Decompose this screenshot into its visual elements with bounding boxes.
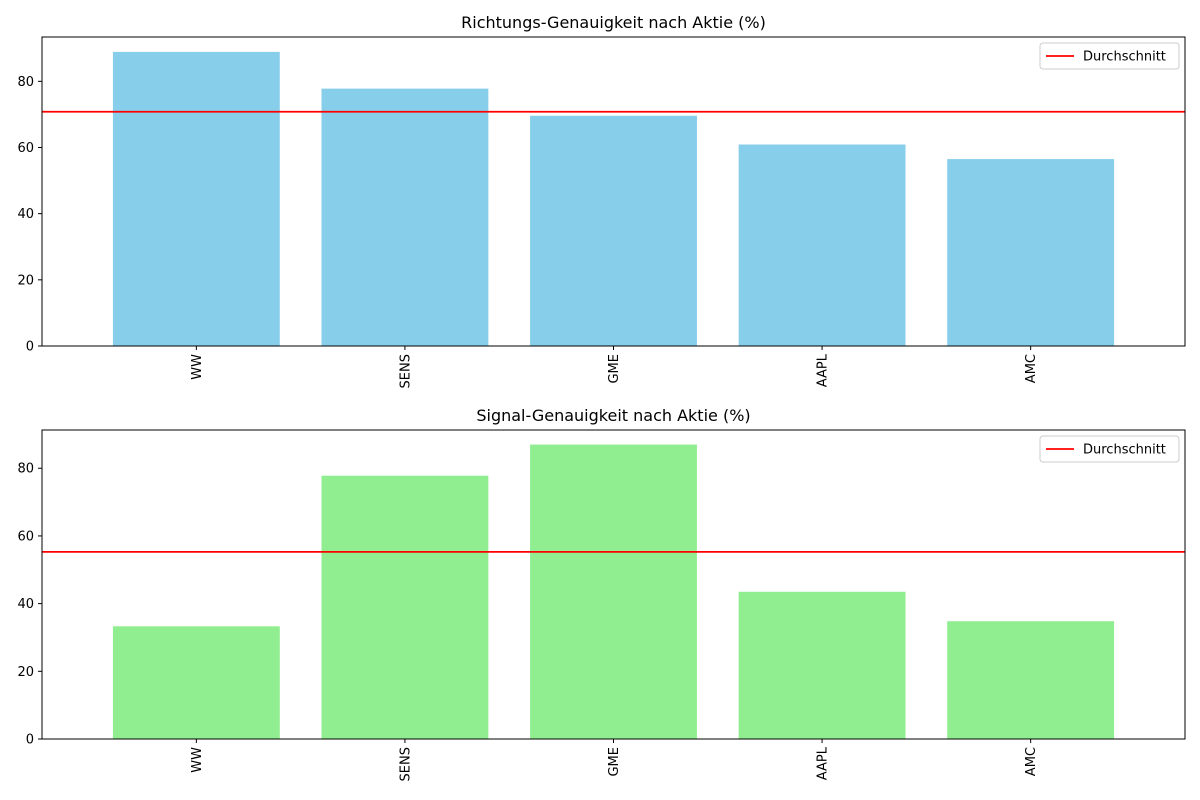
chart1-xtick-label-gme: GME <box>607 354 622 384</box>
chart1-title: Richtungs-Genauigkeit nach Aktie (%) <box>461 13 766 32</box>
chart1-ytick-label: 40 <box>17 207 34 222</box>
chart1-xtick-label-aapl: AAPL <box>816 353 831 387</box>
chart2-bar-gme <box>530 444 697 739</box>
chart2-ytick-label: 80 <box>17 462 34 477</box>
chart1-xtick-label-ww: WW <box>190 354 205 380</box>
chart1-ytick-label: 80 <box>17 75 34 90</box>
chart2: Signal-Genauigkeit nach Aktie (%) 0 20 40 60… <box>17 406 1186 781</box>
chart2-legend-label: Durchschnitt <box>1083 443 1166 458</box>
chart2-ytick-label: 0 <box>26 733 34 748</box>
chart2-bar-amc <box>947 621 1115 739</box>
chart2-bar-sens <box>321 475 489 739</box>
chart2-legend: Durchschnitt <box>1039 435 1180 463</box>
chart2-bar-aapl <box>738 591 906 739</box>
chart2-xtick-label-aapl: AAPL <box>816 746 831 780</box>
chart1-legend-label: Durchschnitt <box>1083 50 1166 65</box>
chart1-legend: Durchschnitt <box>1039 42 1180 70</box>
chart1-xtick-label-sens: SENS <box>398 354 413 388</box>
chart2-xtick-label-gme: GME <box>607 747 622 777</box>
chart2-ytick-label: 20 <box>17 665 34 680</box>
chart2-ytick-label: 60 <box>17 529 34 544</box>
chart1-bar-aapl <box>738 144 906 346</box>
chart1-legend-box <box>1039 42 1180 70</box>
chart1-bar-gme <box>530 115 697 346</box>
chart1-ytick-label: 0 <box>26 340 34 355</box>
chart2-legend-box <box>1039 435 1180 463</box>
chart1-xtick-label-amc: AMC <box>1024 354 1039 383</box>
chart1-bar-sens <box>321 88 489 346</box>
chart2-bar-ww <box>112 626 280 739</box>
chart2-ytick-label: 40 <box>17 597 34 612</box>
chart2-xtick-label-ww: WW <box>190 747 205 773</box>
chart2-xtick-label-sens: SENS <box>398 747 413 781</box>
chart2-xtick-label-amc: AMC <box>1024 747 1039 776</box>
chart1-ytick-label: 60 <box>17 141 34 156</box>
chart1-bar-amc <box>947 159 1115 346</box>
chart1: Richtungs-Genauigkeit nach Aktie (%) 0 20 4… <box>17 13 1186 388</box>
chart1-bar-ww <box>112 51 280 347</box>
chart2-title: Signal-Genauigkeit nach Aktie (%) <box>476 406 750 425</box>
chart1-ytick-label: 20 <box>17 273 34 288</box>
